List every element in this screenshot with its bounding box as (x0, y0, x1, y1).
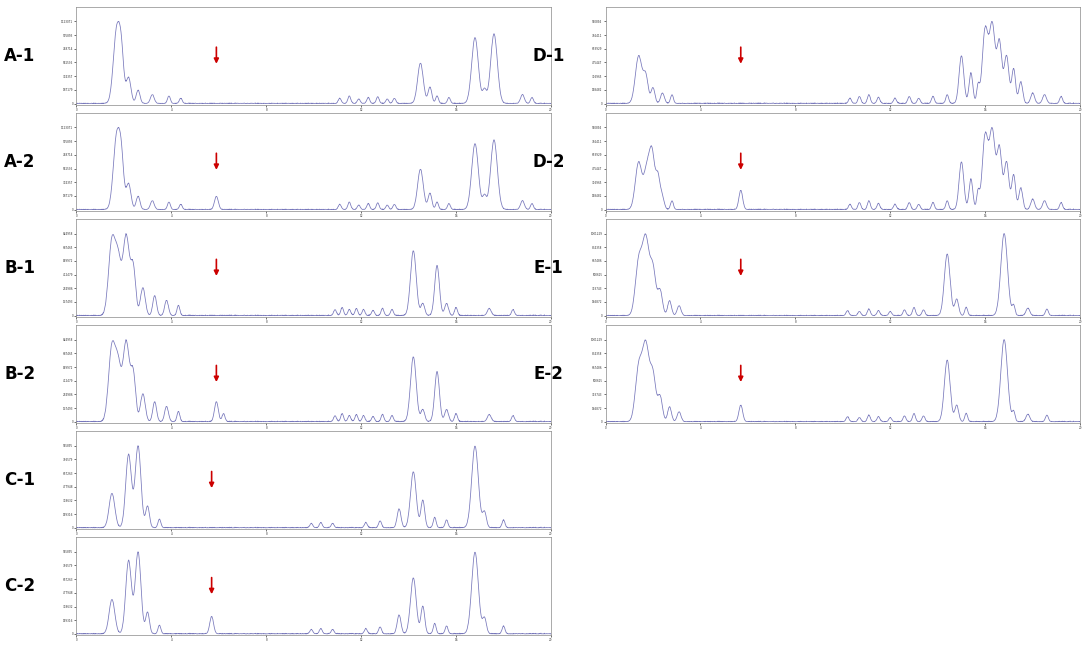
Text: A-2: A-2 (4, 152, 35, 171)
Text: A-1: A-1 (4, 46, 35, 65)
Text: B-1: B-1 (4, 259, 35, 277)
Text: E-2: E-2 (533, 365, 564, 383)
Text: C-1: C-1 (4, 471, 35, 489)
Text: D-2: D-2 (532, 152, 565, 171)
Text: D-1: D-1 (532, 46, 565, 65)
Text: E-1: E-1 (533, 259, 564, 277)
Text: C-2: C-2 (4, 577, 35, 595)
Text: B-2: B-2 (4, 365, 35, 383)
